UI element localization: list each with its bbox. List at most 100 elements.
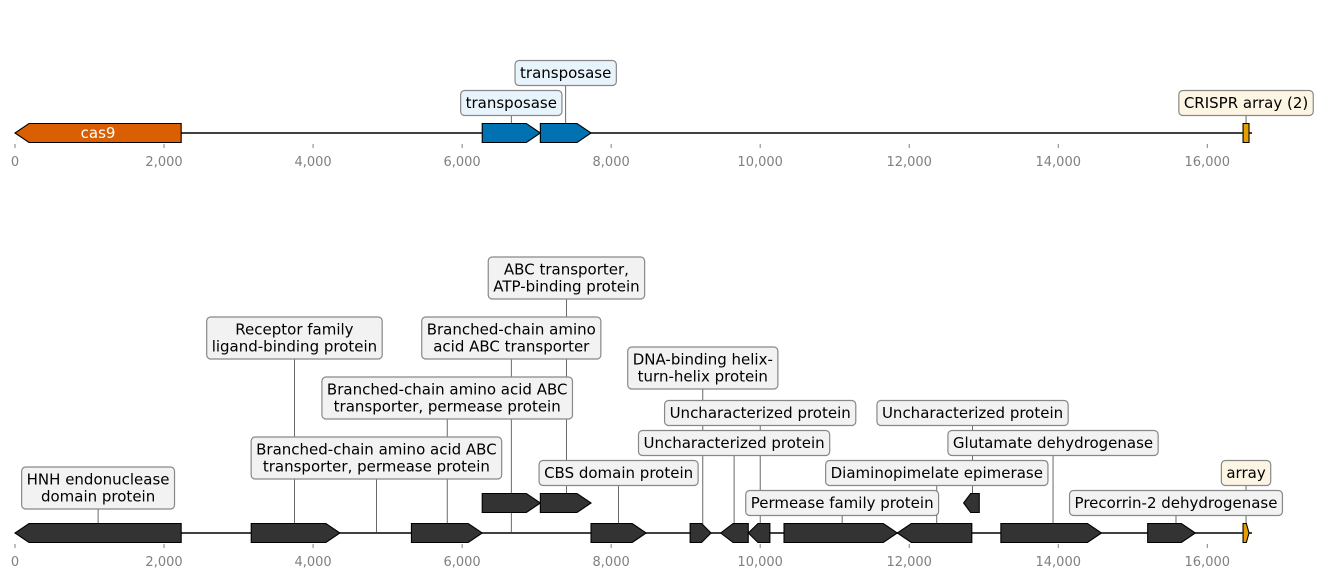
- label-cbs-domain: CBS domain protein: [538, 459, 699, 487]
- gene-arrow-dna-binding-hth: [689, 522, 712, 544]
- axis-tick-label: 10,000: [737, 555, 783, 570]
- label-box-crispr-array: [1178, 89, 1314, 117]
- label-text-cbs-domain: CBS domain protein: [544, 464, 693, 482]
- label-box-bcaa-transporter: [421, 316, 602, 360]
- label-box-cbs-domain: [538, 459, 699, 487]
- gene-arrow-glutamate-dehydrogenase: [1000, 522, 1103, 544]
- label-text-abc-atp-binding: ABC transporter,: [504, 261, 629, 279]
- label-text-bcaa-transporter: Branched-chain amino: [427, 321, 596, 339]
- gene-arrow-uncharacterized-1: [719, 522, 749, 544]
- label-permease-family: Permease family protein: [745, 489, 940, 517]
- label-precorrin-2: Precorrin-2 dehydrogenase: [1068, 489, 1284, 517]
- label-box-abc-atp-binding: [487, 256, 646, 300]
- label-text-uncharacterized-3: Uncharacterized protein: [882, 404, 1063, 422]
- label-diaminopimelate: Diaminopimelate epimerase: [825, 459, 1049, 487]
- axis-tick-label: 4,000: [294, 155, 331, 170]
- label-transposase-1: transposase: [460, 89, 563, 117]
- axis-tick-label: 6,000: [443, 155, 480, 170]
- label-uncharacterized-1: Uncharacterized protein: [637, 429, 831, 457]
- gene-arrow-abc-atp-binding-2: [539, 492, 593, 514]
- label-box-transposase-2: [514, 59, 617, 87]
- axis-tick-label: 6,000: [443, 555, 480, 570]
- gene-arrow-bcaa-permease-1: [250, 522, 341, 544]
- gene-arrow-uncharacterized-3: [962, 492, 980, 514]
- label-transposase-2: transposase: [514, 59, 617, 87]
- gene-arrow-permease-family: [783, 522, 899, 544]
- label-text-bcaa-permease-2: transporter, permease protein: [334, 398, 561, 416]
- axis-tick-label: 8,000: [593, 555, 630, 570]
- label-box-bcaa-permease-2: [321, 376, 574, 420]
- label-text-dna-binding-hth: DNA-binding helix-: [633, 351, 773, 369]
- label-box-permease-family: [745, 489, 940, 517]
- label-box-glutamate-dehydrogenase: [947, 429, 1159, 457]
- gene-arrow-precorrin-2: [1147, 522, 1197, 544]
- label-bcaa-permease-2: Branched-chain amino acid ABCtransporter…: [321, 376, 574, 420]
- label-box-array: [1220, 459, 1272, 487]
- label-text-transposase-1: transposase: [466, 94, 557, 112]
- axis-tick-label: 16,000: [1185, 155, 1231, 170]
- gene-arrow-hnh-endonuclease: [14, 522, 182, 544]
- axis-tick-label: 8,000: [593, 155, 630, 170]
- gene-arrow-cas9: [14, 122, 182, 144]
- panel-2: 0 2,000 4,000 6,000 8,000 10,000 12,000 14,000 1…: [11, 256, 1284, 570]
- label-box-uncharacterized-1: [637, 429, 831, 457]
- label-box-dna-binding-hth: [627, 346, 779, 390]
- gene-arrow-array: [1242, 522, 1250, 544]
- label-box-transposase-1: [460, 89, 563, 117]
- axis-tick-label: 0: [11, 555, 19, 570]
- gene-arrow-abc-atp-binding: [481, 492, 542, 514]
- label-box-receptor-family: [206, 316, 383, 360]
- label-box-uncharacterized-3: [876, 399, 1069, 427]
- label-text-precorrin-2: Precorrin-2 dehydrogenase: [1075, 494, 1278, 512]
- gene-arrow-cbs-domain: [590, 522, 648, 544]
- axis-tick-label: 12,000: [886, 155, 932, 170]
- gene-arrow-crispr-array: [1242, 122, 1250, 144]
- gene-arrow-transposase-2: [539, 122, 593, 144]
- axis-tick-label: 16,000: [1185, 555, 1231, 570]
- gene-arrow-bcaa-transporter: [410, 522, 484, 544]
- label-text-diaminopimelate: Diaminopimelate epimerase: [831, 464, 1043, 482]
- axis-tick-label: 10,000: [737, 155, 783, 170]
- axis-tick-label: 14,000: [1036, 155, 1082, 170]
- label-text-array: array: [1226, 464, 1265, 482]
- axis-tick-label: 14,000: [1036, 555, 1082, 570]
- label-text-hnh-endonuclease: domain protein: [41, 488, 155, 506]
- label-crispr-array: CRISPR array (2): [1178, 89, 1314, 117]
- axis-tick-label: 0: [11, 155, 19, 170]
- label-text-receptor-family: Receptor family: [235, 321, 353, 339]
- label-bcaa-permease-1: Branched-chain amino acid ABCtransporter…: [250, 436, 503, 480]
- label-dna-binding-hth: DNA-binding helix-turn-helix protein: [627, 346, 779, 390]
- label-box-bcaa-permease-1: [250, 436, 503, 480]
- axis-tick-label: 2,000: [145, 155, 182, 170]
- label-text-bcaa-permease-1: transporter, permease protein: [263, 458, 490, 476]
- label-box-uncharacterized-2: [663, 399, 857, 427]
- label-array: array: [1220, 459, 1272, 487]
- gene-arrow-uncharacterized-2: [747, 522, 771, 544]
- label-text-abc-atp-binding: ATP-binding protein: [493, 278, 639, 296]
- label-text-glutamate-dehydrogenase: Glutamate dehydrogenase: [953, 434, 1153, 452]
- label-text-uncharacterized-1: Uncharacterized protein: [643, 434, 824, 452]
- label-box-diaminopimelate: [825, 459, 1049, 487]
- label-text-permease-family: Permease family protein: [751, 494, 934, 512]
- label-text-transposase-2: transposase: [520, 64, 611, 82]
- label-text-bcaa-transporter: acid ABC transporter: [433, 338, 590, 356]
- label-box-precorrin-2: [1068, 489, 1284, 517]
- label-text-hnh-endonuclease: HNH endonuclease: [27, 471, 170, 489]
- gene-label-cas9: cas9: [81, 124, 116, 142]
- axis-tick-label: 12,000: [886, 555, 932, 570]
- label-box-hnh-endonuclease: [21, 466, 176, 510]
- label-uncharacterized-2: Uncharacterized protein: [663, 399, 857, 427]
- gene-arrow-diaminopimelate: [896, 522, 973, 544]
- axis-tick-label: 4,000: [294, 555, 331, 570]
- gene-arrow-transposase-1: [481, 122, 542, 144]
- label-text-crispr-array: CRISPR array (2): [1184, 94, 1308, 112]
- label-uncharacterized-3: Uncharacterized protein: [876, 399, 1069, 427]
- label-text-receptor-family: ligand-binding protein: [212, 338, 378, 356]
- label-text-bcaa-permease-2: Branched-chain amino acid ABC: [327, 381, 568, 399]
- panel-1: 0 2,000 4,000 6,000 8,000 10,000 12,000 14,000 1…: [11, 59, 1314, 170]
- label-text-bcaa-permease-1: Branched-chain amino acid ABC: [256, 441, 497, 459]
- label-glutamate-dehydrogenase: Glutamate dehydrogenase: [947, 429, 1159, 457]
